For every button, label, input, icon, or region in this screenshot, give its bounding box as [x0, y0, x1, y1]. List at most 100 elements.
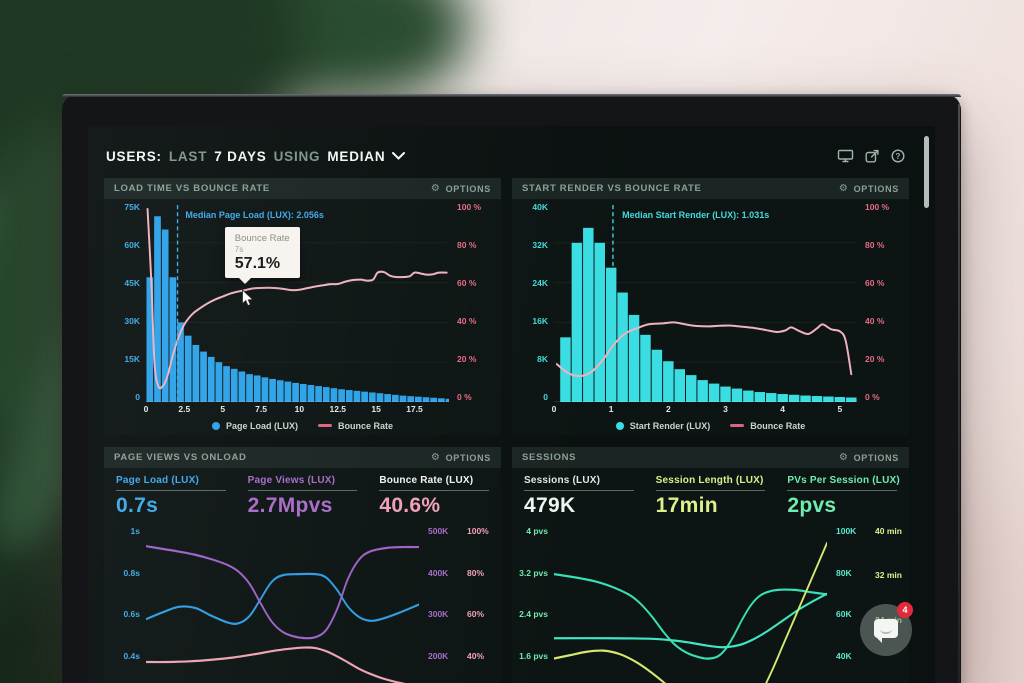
- panel-title: LOAD TIME VS BOUNCE RATE: [114, 183, 270, 194]
- gear-icon: ⚙: [430, 451, 441, 463]
- date-range-dropdown[interactable]: USERS: LAST 7 DAYS USING MEDIAN: [106, 148, 406, 164]
- options-label: OPTIONS: [445, 183, 491, 194]
- chart-area: 75K 60K 45K 30K 15K 0 Median Page Load (LUX):…: [104, 199, 501, 402]
- x-tick-label: 7.5: [255, 404, 267, 414]
- header-using: USING: [273, 148, 321, 164]
- y-axis-label: 60K: [836, 609, 852, 619]
- gear-icon: ⚙: [430, 182, 441, 194]
- stat-value: 2pvs: [787, 494, 837, 517]
- stat-value: 17min: [655, 494, 718, 517]
- y-axis-label: 100K: [836, 526, 857, 536]
- x-tick-label: 5: [220, 404, 226, 414]
- y-axis-label: 40K: [532, 202, 548, 212]
- tooltip: Bounce Rate 7s 57.1%: [224, 226, 300, 284]
- stat-label: PVs Per Session (LUX): [787, 475, 900, 486]
- scrollbar[interactable]: [924, 136, 929, 208]
- panel-load-time: LOAD TIME VS BOUNCE RATE ⚙ OPTIONS 75K 60…: [104, 178, 501, 435]
- y-axis-label: 0.6s: [123, 609, 140, 619]
- y-axis-label: 0: [135, 392, 140, 403]
- stat-label: Session Length (LUX): [655, 475, 764, 486]
- header-last: LAST: [168, 148, 208, 164]
- x-tick-label: 12.5: [329, 404, 347, 414]
- x-axis: 0 1 2 3 4 5: [551, 403, 857, 416]
- legend-label: Bounce Rate: [338, 420, 394, 431]
- y-axis-right: 500K 400K 300K 200K 100% 80% 60% 40%: [419, 525, 497, 683]
- y-axis-label: 60 %: [865, 278, 885, 289]
- y-axis-label: 40K: [836, 650, 852, 661]
- y-axis-left: 4 pvs 3.2 pvs 2.4 pvs 1.6 pvs: [518, 525, 554, 683]
- panel-start-render: START RENDER VS BOUNCE RATE ⚙ OPTIONS 40…: [512, 178, 909, 435]
- display-icon[interactable]: [837, 149, 854, 163]
- y-axis-label: 32K: [532, 240, 548, 251]
- tooltip-bucket: 7s: [234, 244, 244, 254]
- y-axis-label: 60 %: [457, 278, 477, 289]
- legend-item: Start Render (LUX): [615, 420, 711, 431]
- y-axis-k-labels: 100K 80K 60K 40K: [836, 525, 866, 683]
- y-axis-label: 40 %: [457, 316, 477, 327]
- tooltip-value: 57.1%: [234, 254, 281, 272]
- stat-pvs-per-session: PVs Per Session (LUX) 2pvs: [787, 475, 900, 521]
- panel-grid: LOAD TIME VS BOUNCE RATE ⚙ OPTIONS 75K 60…: [104, 178, 909, 683]
- y-axis-label: 100%: [467, 526, 489, 536]
- legend-label: Page Load (LUX): [225, 420, 298, 431]
- panel-header: START RENDER VS BOUNCE RATE ⚙ OPTIONS: [512, 178, 909, 199]
- help-icon[interactable]: ?: [891, 149, 905, 163]
- y-axis-label: 500K: [428, 526, 449, 536]
- gear-icon: ⚙: [838, 182, 849, 194]
- chat-launcher[interactable]: 4: [860, 602, 913, 656]
- stat-page-views: Page Views (LUX) 2.7Mpvs: [247, 475, 358, 521]
- gear-icon: ⚙: [838, 451, 849, 463]
- sessions-plot[interactable]: [554, 525, 827, 683]
- start-render-chart: [554, 205, 857, 402]
- y-axis-label: 2.4 pvs: [519, 609, 548, 619]
- options-button[interactable]: ⚙ OPTIONS: [838, 451, 899, 463]
- y-axis-label: 15K: [124, 354, 140, 365]
- y-axis-label: 32 min: [875, 570, 902, 581]
- y-axis-left: 1s 0.8s 0.6s 0.4s: [110, 525, 146, 683]
- y-axis-label: 60%: [467, 609, 485, 619]
- y-axis-right: 100 % 80 % 60 % 40 % 20 % 0 %: [857, 203, 903, 402]
- y-axis-label: 30K: [124, 316, 140, 327]
- laptop-screen: USERS: LAST 7 DAYS USING MEDIAN ?: [88, 126, 935, 683]
- panel-header: PAGE VIEWS VS ONLOAD ⚙ OPTIONS: [104, 447, 501, 468]
- panel-title: PAGE VIEWS VS ONLOAD: [114, 452, 247, 463]
- options-button[interactable]: ⚙ OPTIONS: [430, 182, 491, 194]
- legend-label: Start Render (LUX): [629, 420, 711, 431]
- options-label: OPTIONS: [853, 183, 899, 194]
- chart-legend: Start Render (LUX) Bounce Rate: [512, 416, 909, 435]
- y-axis-label: 40 %: [865, 316, 885, 327]
- legend-line-icon: [318, 424, 332, 427]
- panel-page-views: PAGE VIEWS VS ONLOAD ⚙ OPTIONS Page Load…: [104, 447, 501, 683]
- chat-smile-icon: [880, 629, 892, 634]
- y-axis-label: 0 %: [865, 392, 880, 403]
- x-tick-label: 3: [723, 404, 728, 414]
- panel-header: SESSIONS ⚙ OPTIONS: [512, 447, 909, 468]
- share-icon[interactable]: [865, 149, 880, 163]
- options-label: OPTIONS: [445, 452, 491, 463]
- page-views-plot[interactable]: [146, 525, 419, 683]
- legend-label: Bounce Rate: [750, 420, 806, 431]
- y-axis-label: 80 %: [865, 240, 885, 251]
- stat-value: 2.7Mpvs: [247, 494, 333, 517]
- legend-item: Page Load (LUX): [211, 420, 298, 431]
- y-axis-label: 4 pvs: [526, 526, 548, 536]
- stat-label: Bounce Rate (LUX): [379, 475, 474, 486]
- start-render-plot[interactable]: Median Start Render (LUX): 1.031s: [554, 203, 857, 402]
- y-axis-left: 40K 32K 24K 16K 8K 0: [518, 203, 554, 402]
- header-users: USERS:: [106, 148, 162, 164]
- y-axis-label: 0: [543, 392, 548, 403]
- y-axis-label: 1.6 pvs: [519, 650, 548, 661]
- x-tick-label: 0: [551, 404, 557, 414]
- options-button[interactable]: ⚙ OPTIONS: [838, 182, 899, 194]
- stats-row: Sessions (LUX) 479K Session Length (LUX)…: [512, 468, 909, 521]
- svg-text:?: ?: [896, 152, 901, 161]
- legend-item: Bounce Rate: [730, 421, 805, 431]
- y-axis-label: 20 %: [865, 354, 885, 365]
- options-button[interactable]: ⚙ OPTIONS: [430, 451, 491, 463]
- x-tick-label: 2.5: [178, 404, 191, 414]
- y-axis-label: 40%: [467, 650, 485, 661]
- load-time-plot[interactable]: Median Page Load (LUX): 2.056s Bounce Ra…: [146, 203, 449, 402]
- y-axis-label: 0 %: [457, 392, 472, 403]
- y-axis-label: 24K: [532, 278, 548, 289]
- y-axis-label: 300K: [428, 609, 449, 619]
